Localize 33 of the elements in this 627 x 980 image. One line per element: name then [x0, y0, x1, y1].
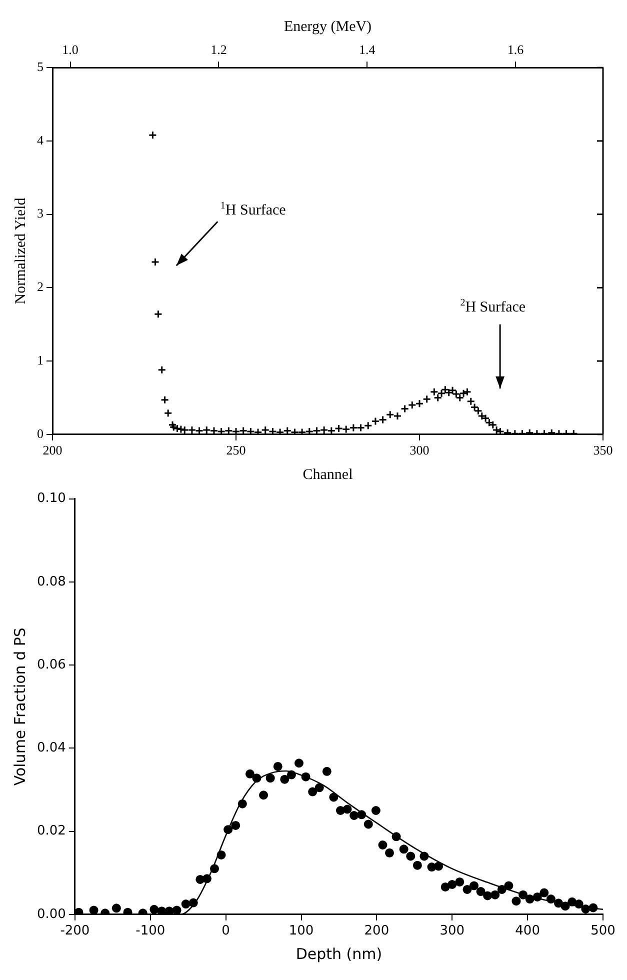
y-axis-title: Volume Fraction d PS — [10, 628, 29, 786]
y-tick-label: 0.00 — [36, 906, 66, 922]
y-tick-label: 0.06 — [36, 657, 66, 672]
x-tick-label: 100 — [288, 924, 314, 939]
y-tick-label: 3 — [37, 206, 44, 221]
y-tick-label: 1 — [37, 352, 44, 368]
x-tick-label: 300 — [440, 924, 465, 939]
x-tick-label: -200 — [60, 924, 90, 939]
y-tick-label: 2 — [37, 279, 44, 294]
x-axis-title: Depth (nm) — [296, 944, 382, 963]
x-tick-label: 500 — [590, 924, 616, 939]
x2-tick-label: 1.4 — [358, 42, 376, 58]
x2-tick-label: 1.6 — [507, 42, 524, 58]
x-tick-label: 200 — [364, 924, 390, 939]
y-tick-label: 0.04 — [36, 740, 66, 756]
y-tick-label: 0.08 — [36, 574, 66, 590]
y-tick-label: 4 — [37, 132, 44, 148]
x-tick-label: 250 — [226, 442, 246, 458]
y-tick-label: 5 — [37, 59, 44, 74]
x2-tick-label: 1.2 — [210, 42, 227, 58]
y-axis-title: Normalized Yield — [12, 197, 29, 304]
x-tick-label: -100 — [136, 924, 166, 939]
x-tick-label: 350 — [593, 442, 613, 458]
x-tick-label: 0 — [222, 924, 230, 939]
x-axis-title: Channel — [302, 466, 353, 483]
x2-tick-label: 1.0 — [62, 42, 78, 58]
x-tick-label: 200 — [42, 442, 62, 458]
y-tick-label: 0.10 — [36, 491, 66, 506]
x-tick-label: 300 — [410, 442, 430, 458]
x-tick-label: 400 — [515, 924, 540, 939]
y-tick-label: 0.02 — [36, 824, 66, 839]
y-tick-label: 0 — [37, 426, 44, 441]
x2-axis-title: Energy (MeV) — [284, 18, 372, 35]
